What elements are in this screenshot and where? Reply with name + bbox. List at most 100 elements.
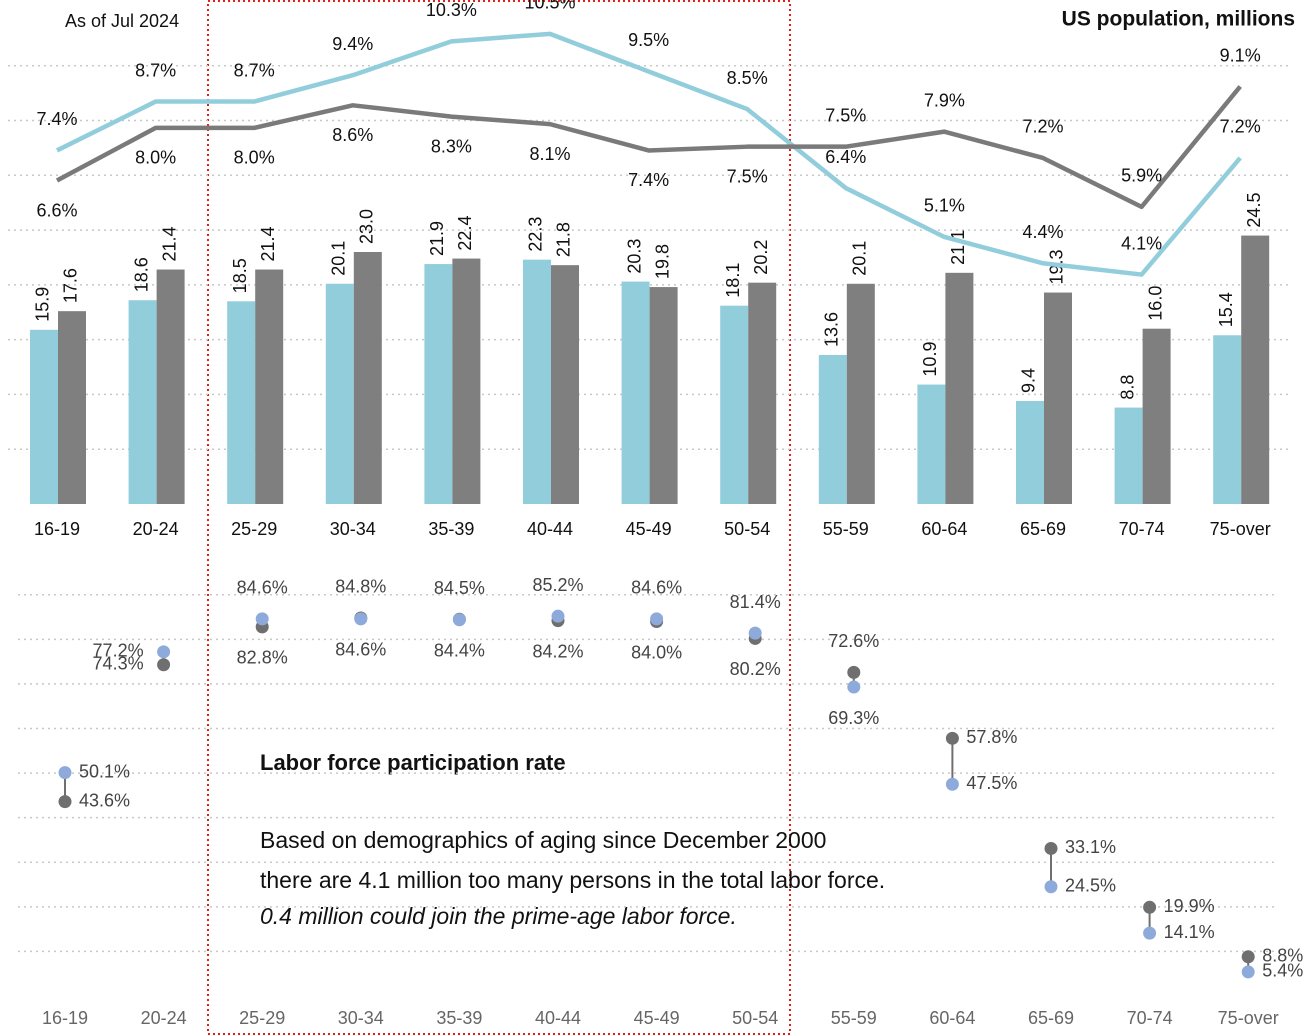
bar-label: 20.1 <box>329 241 349 276</box>
dot <box>847 665 861 679</box>
dot-label: 8.8% <box>1262 946 1303 966</box>
dot-label: 33.1% <box>1065 837 1116 857</box>
bar <box>128 300 157 504</box>
line-label: 5.9% <box>1121 166 1162 186</box>
x-tick-label: 65-69 <box>1028 1008 1074 1028</box>
line-label: 9.5% <box>628 30 669 50</box>
bar-label: 21.8 <box>554 222 574 257</box>
line-label: 7.5% <box>727 166 768 186</box>
line-label: 8.0% <box>135 148 176 168</box>
bar <box>945 272 974 504</box>
x-tick-label: 45-49 <box>626 519 672 539</box>
line-label: 6.6% <box>36 200 77 220</box>
x-tick-label: 55-59 <box>831 1008 877 1028</box>
line-label: 6.4% <box>825 147 866 167</box>
highlight-box <box>207 0 791 1035</box>
bar <box>917 384 946 504</box>
x-tick-label: 30-34 <box>330 519 376 539</box>
dot-label: 47.5% <box>966 773 1017 793</box>
bar <box>621 281 650 504</box>
dot-label: 57.8% <box>966 727 1017 747</box>
bar-label: 19.8 <box>652 244 672 279</box>
x-tick-label: 20-24 <box>141 1008 187 1028</box>
bar <box>649 287 678 504</box>
annotation: Based on demographics of aging since Dec… <box>260 827 826 853</box>
bar-label: 15.9 <box>33 287 53 322</box>
dot <box>551 609 565 623</box>
x-tick-label: 70-74 <box>1127 1008 1173 1028</box>
annotation: there are 4.1 million too many persons i… <box>260 867 885 893</box>
x-tick-label: 45-49 <box>634 1008 680 1028</box>
bar <box>1142 328 1171 504</box>
dot-label: 84.8% <box>335 577 386 597</box>
dot <box>1044 841 1058 855</box>
bar <box>325 283 354 504</box>
dot <box>847 680 861 694</box>
line-label: 4.4% <box>1022 222 1063 242</box>
bar-label: 24.5 <box>1244 193 1264 228</box>
x-tick-label: 20-24 <box>133 519 179 539</box>
bar-label: 9.4 <box>1019 368 1039 393</box>
x-tick-label: 55-59 <box>823 519 869 539</box>
dot <box>157 645 171 659</box>
dot-label: 5.4% <box>1262 961 1303 981</box>
bar-label: 13.6 <box>822 312 842 347</box>
line-label: 8.1% <box>529 144 570 164</box>
bar <box>58 311 86 504</box>
bar-label: 17.6 <box>61 268 81 303</box>
bar <box>156 269 185 504</box>
bar-label: 20.2 <box>751 240 771 275</box>
line-label: 8.3% <box>431 136 472 156</box>
dot <box>650 612 664 626</box>
bar <box>424 264 453 504</box>
line-label: 7.4% <box>36 109 77 129</box>
dot-label: 85.2% <box>532 575 583 595</box>
x-tick-label: 35-39 <box>428 519 474 539</box>
dot-label: 14.1% <box>1164 922 1215 942</box>
x-tick-label: 60-64 <box>921 519 967 539</box>
line <box>56 31 1242 277</box>
dot <box>58 766 72 780</box>
bar <box>720 305 749 504</box>
x-tick-label: 50-54 <box>724 519 770 539</box>
x-tick-label: 35-39 <box>436 1008 482 1028</box>
x-tick-label: 30-34 <box>338 1008 384 1028</box>
line-label: 7.2% <box>1220 117 1261 137</box>
line-label: 7.9% <box>924 90 965 110</box>
bar <box>551 265 579 504</box>
bar-label: 22.4 <box>455 216 475 251</box>
line-label: 7.4% <box>628 170 669 190</box>
bar <box>353 252 382 504</box>
dot <box>1241 965 1255 979</box>
dot <box>1044 880 1058 894</box>
line-label: 9.1% <box>1220 45 1261 65</box>
line-label: 8.7% <box>135 60 176 80</box>
bar-label: 20.1 <box>850 241 870 276</box>
bar-label: 21.4 <box>159 226 179 261</box>
bar <box>846 283 875 504</box>
dot-label: 50.1% <box>79 761 130 781</box>
dot-label: 84.6% <box>335 640 386 660</box>
bar <box>748 282 777 504</box>
line <box>55 85 1242 210</box>
bar <box>1114 407 1143 504</box>
x-tick-label: 40-44 <box>527 519 573 539</box>
bar-label: 21.9 <box>427 221 447 256</box>
dot-label: 43.6% <box>79 790 130 810</box>
dot-label: 72.6% <box>828 631 879 651</box>
bar-label: 20.3 <box>624 239 644 274</box>
dot <box>748 626 762 640</box>
dot-label: 82.8% <box>237 648 288 668</box>
bar-label: 15.4 <box>1216 292 1236 327</box>
dot <box>1241 950 1255 964</box>
dot <box>58 795 72 809</box>
dot <box>157 658 171 672</box>
line-label: 7.5% <box>825 105 866 125</box>
bar-label: 18.6 <box>131 257 151 292</box>
line-label: 7.2% <box>1022 117 1063 137</box>
dot-label: 80.2% <box>730 659 781 679</box>
dot <box>255 612 269 626</box>
x-tick-label: 75-over <box>1210 519 1271 539</box>
